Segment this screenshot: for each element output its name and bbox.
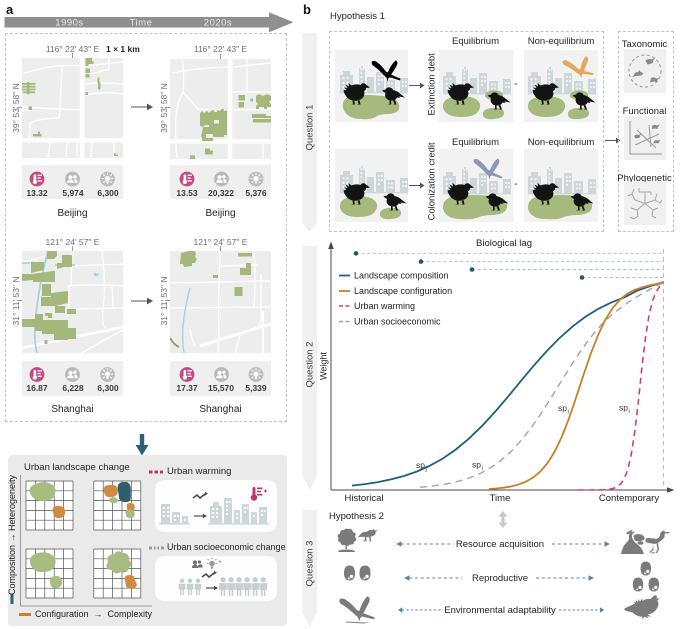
svg-text:sp: sp [472, 460, 481, 470]
svg-text:sp: sp [558, 403, 567, 413]
svg-text:sp: sp [619, 403, 628, 413]
svg-text:sp: sp [416, 460, 425, 470]
svg-text:Landscape composition: Landscape composition [354, 271, 449, 281]
svg-text:i: i [482, 466, 483, 472]
svg-text:1990s: 1990s [55, 18, 83, 29]
svg-text:i: i [629, 409, 630, 415]
svg-text:Urban socioeconomic: Urban socioeconomic [354, 317, 441, 327]
svg-text:2020s: 2020s [204, 18, 232, 29]
svg-text:Landscape configuration: Landscape configuration [354, 286, 452, 296]
svg-text:Urban warming: Urban warming [354, 301, 415, 311]
svg-text:i: i [568, 410, 569, 416]
svg-text:j: j [425, 467, 427, 473]
svg-text:Time: Time [130, 18, 153, 29]
